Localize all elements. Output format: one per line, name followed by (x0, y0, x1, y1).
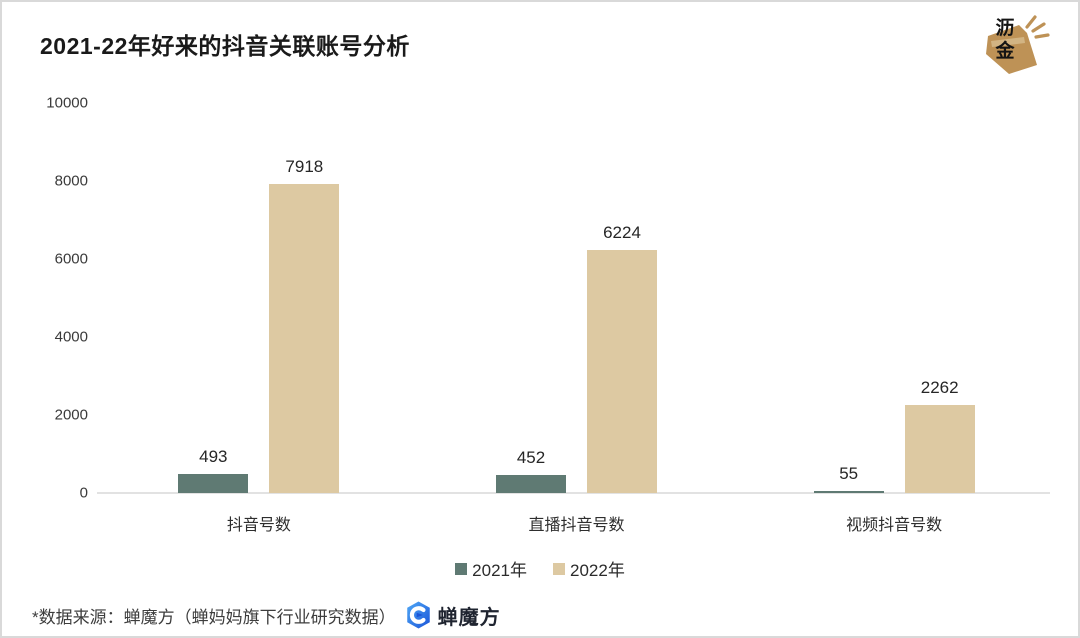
bar-value-label: 7918 (285, 157, 324, 176)
legend-item-2021年: 2021年 (455, 556, 527, 581)
y-axis-tick-label: 8000 (54, 172, 88, 190)
bar-value-label: 55 (839, 464, 859, 483)
lijin-brand-logo: 沥 金 (976, 10, 1052, 86)
bar-2022年-直播抖音号数 (587, 250, 657, 493)
y-axis-tick-label: 4000 (54, 328, 88, 346)
legend-label: 2022年 (570, 561, 625, 580)
lijin-logo-text: 沥 金 (990, 17, 1020, 63)
legend-label: 2021年 (472, 561, 527, 580)
bar-2021年-视频抖音号数 (813, 491, 884, 493)
bar-2022年-抖音号数 (269, 184, 340, 493)
legend-swatch-icon (455, 562, 468, 575)
bar-value-label: 452 (516, 448, 546, 467)
chanmofang-logo: 蝉魔方 (405, 600, 501, 630)
lijin-char-2: 金 (995, 41, 1015, 62)
legend-item-2022年: 2022年 (553, 556, 625, 581)
x-axis-line (97, 492, 1050, 494)
y-axis-tick-label: 6000 (54, 250, 88, 268)
y-axis-tick-label: 10000 (46, 94, 88, 112)
bar-2022年-视频抖音号数 (904, 405, 975, 493)
data-source-text: *数据来源：蝉魔方（蝉妈妈旗下行业研究数据） (32, 607, 396, 627)
y-axis-tick-label: 0 (79, 484, 88, 502)
bar-value-label: 6224 (603, 223, 641, 242)
y-axis-tick-label: 2000 (54, 406, 88, 424)
chart-legend: 2021年 2022年 (2, 556, 1078, 581)
footer: *数据来源：蝉魔方（蝉妈妈旗下行业研究数据） 蝉魔方 (32, 599, 501, 631)
gold-nugget-icon (986, 15, 1050, 74)
bar-2021年-抖音号数 (178, 474, 249, 493)
x-axis-category-label: 直播抖音号数 (528, 517, 625, 534)
chanmofang-hexagon-icon (406, 601, 430, 629)
bar-2021年-直播抖音号数 (496, 475, 566, 493)
lijin-char-1: 沥 (995, 18, 1015, 39)
x-axis-category-label: 视频抖音号数 (846, 517, 943, 534)
chanmofang-logo-text: 蝉魔方 (437, 606, 501, 629)
bar-value-label: 493 (199, 447, 228, 466)
bar-value-label: 2262 (920, 378, 959, 397)
chart-title: 2021-22年好来的抖音关联账号分析 (40, 33, 410, 59)
legend-swatch-icon (553, 562, 565, 575)
x-axis-category-label: 抖音号数 (226, 517, 291, 534)
